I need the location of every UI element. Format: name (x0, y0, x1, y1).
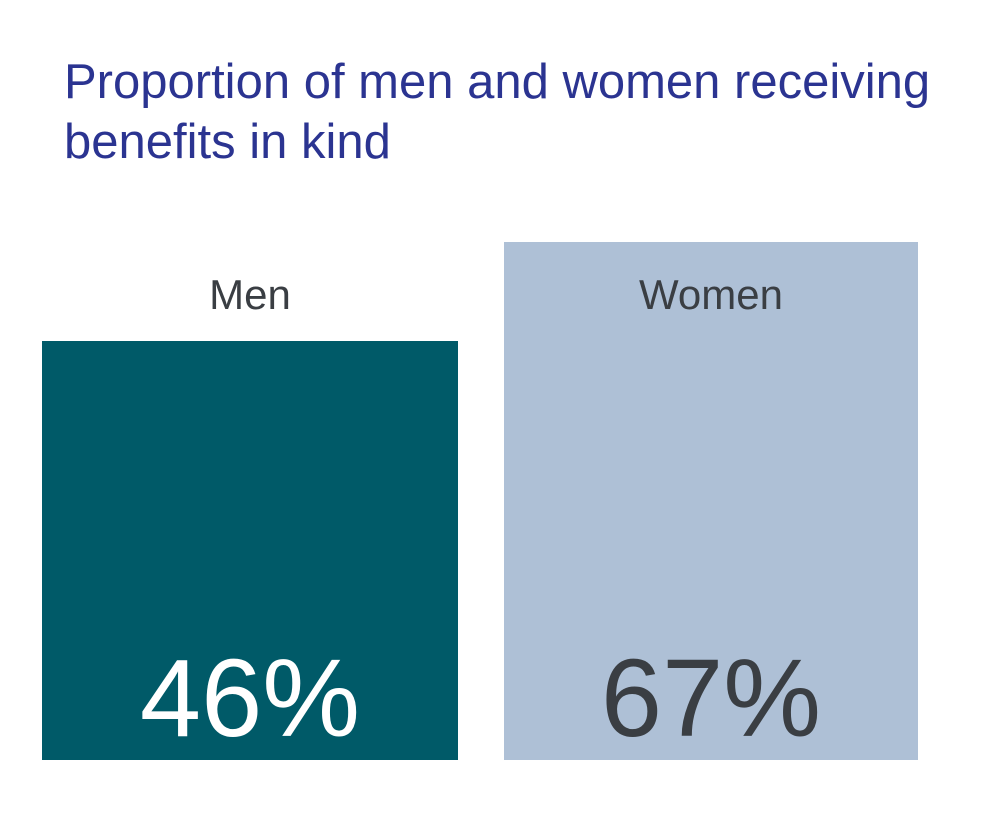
chart-title-line1: Proportion of men and women receiving (64, 55, 931, 109)
women-category-label: Women (639, 271, 783, 318)
chart-title-line2: benefits in kind (64, 115, 391, 169)
chart-title: Proportion of men and women receiving be… (64, 52, 974, 172)
women-value-label: 67% (600, 637, 822, 760)
men-category-label: Men (209, 271, 291, 318)
men-bar (42, 341, 458, 760)
men-value-label: 46% (139, 637, 361, 760)
women-bar (504, 242, 918, 760)
